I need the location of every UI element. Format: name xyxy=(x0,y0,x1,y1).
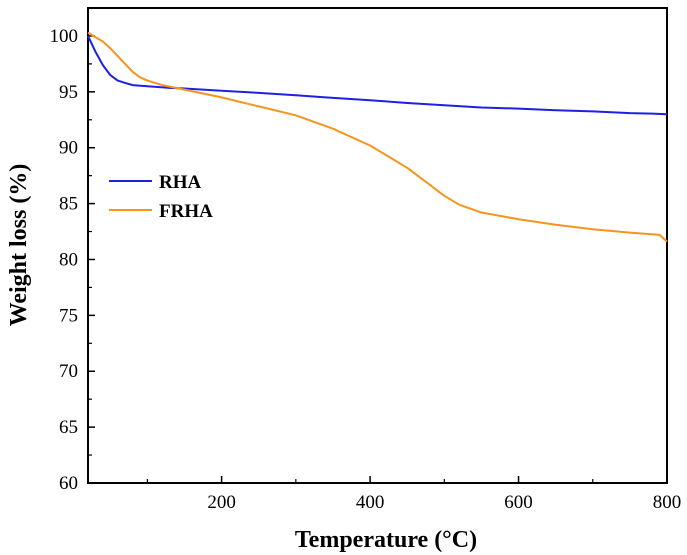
y-tick-label: 100 xyxy=(50,26,79,47)
x-tick-label: 400 xyxy=(356,492,385,513)
legend: RHA FRHA xyxy=(109,172,213,222)
series-line-rha xyxy=(87,35,668,116)
legend-label-frha: FRHA xyxy=(159,201,213,222)
axis-ticks: 60 65 70 75 80 85 90 95 100 200 400 600 800 xyxy=(50,7,682,513)
series-line-frha xyxy=(87,31,668,243)
series-lines xyxy=(87,31,668,243)
y-tick-label: 90 xyxy=(59,138,78,159)
x-axis-title: Temperature (°C) xyxy=(295,527,477,553)
x-tick-label: 200 xyxy=(207,492,236,513)
y-tick-label: 65 xyxy=(59,417,78,438)
y-tick-label: 80 xyxy=(59,249,78,270)
y-tick-label: 70 xyxy=(59,361,78,382)
x-tick-label: 800 xyxy=(653,492,682,513)
legend-label-rha: RHA xyxy=(159,172,202,193)
y-tick-label: 95 xyxy=(59,82,78,103)
x-tick-label: 600 xyxy=(504,492,533,513)
y-tick-label: 75 xyxy=(59,305,78,326)
y-axis-title: Weight loss (%) xyxy=(6,164,32,327)
plot-frame xyxy=(87,7,668,484)
y-tick-label: 60 xyxy=(59,473,78,494)
y-tick-label: 85 xyxy=(59,194,78,215)
